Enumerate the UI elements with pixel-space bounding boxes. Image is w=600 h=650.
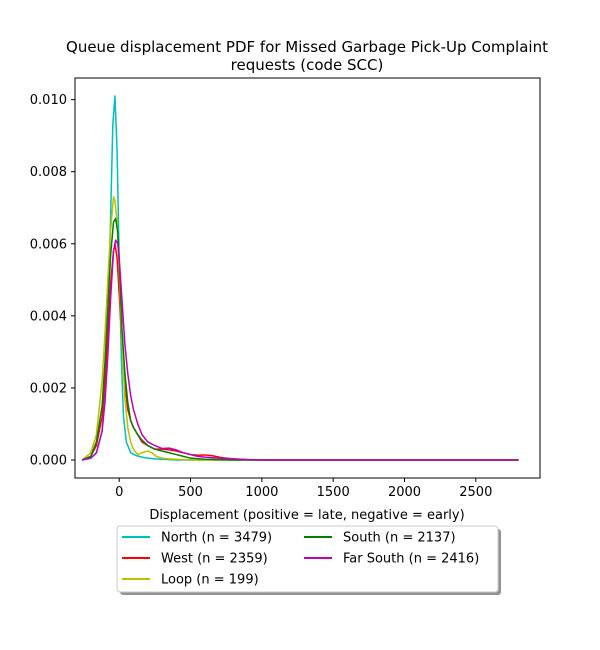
y-axis: 0.000 0.002 0.004 0.006 0.008 0.010: [30, 93, 75, 468]
legend: North (n = 3479) West (n = 2359) Loop (n =…: [116, 525, 501, 595]
chart-title: Queue displacement PDF for Missed Garbag…: [66, 38, 548, 74]
series-line-3: [81, 217, 519, 461]
y-tick-label: 0.000: [30, 453, 67, 468]
x-tick-label: 0: [115, 485, 123, 500]
series-line-4: [81, 239, 519, 461]
x-axis-label: Displacement (positive = late, negative …: [149, 508, 464, 523]
x-tick-label: 2500: [459, 485, 492, 500]
legend-label-3: South (n = 2137): [343, 531, 456, 546]
y-tick-label: 0.006: [30, 237, 67, 252]
x-tick-label: 2000: [388, 485, 421, 500]
chart-title-line-1: Queue displacement PDF for Missed Garbag…: [66, 38, 548, 56]
plot-frame: [74, 77, 541, 479]
y-tick-label: 0.008: [30, 165, 67, 180]
plot-area: [74, 77, 541, 479]
legend-label-0: North (n = 3479): [161, 531, 272, 546]
legend-label-2: Loop (n = 199): [161, 573, 259, 588]
x-tick-label: 1000: [245, 485, 278, 500]
legend-label-4: Far South (n = 2416): [343, 552, 479, 567]
y-tick-label: 0.002: [30, 381, 67, 396]
x-tick-label: 500: [178, 485, 203, 500]
y-tick-label: 0.010: [30, 93, 67, 108]
x-axis: 0 500 1000 1500 2000 2500: [115, 478, 492, 500]
legend-label-1: West (n = 2359): [161, 552, 268, 567]
x-tick-label: 1500: [317, 485, 350, 500]
chart-title-line-2: requests (code SCC): [231, 56, 384, 74]
y-tick-label: 0.004: [30, 309, 67, 324]
